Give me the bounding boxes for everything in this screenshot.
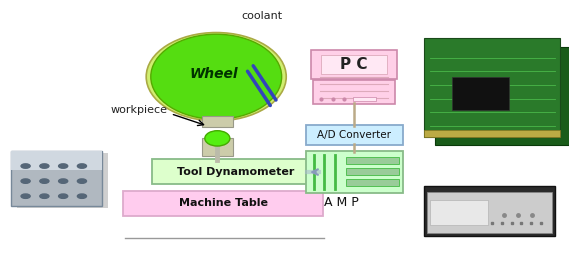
Circle shape — [77, 194, 86, 198]
Text: P C: P C — [340, 57, 368, 72]
Circle shape — [59, 164, 68, 168]
FancyBboxPatch shape — [346, 179, 399, 186]
FancyBboxPatch shape — [202, 116, 233, 127]
Circle shape — [59, 179, 68, 183]
Circle shape — [77, 179, 86, 183]
Text: A M P: A M P — [324, 196, 359, 209]
FancyBboxPatch shape — [346, 157, 399, 164]
FancyBboxPatch shape — [353, 97, 376, 101]
FancyBboxPatch shape — [152, 159, 320, 184]
FancyBboxPatch shape — [11, 151, 102, 170]
Circle shape — [21, 194, 30, 198]
Ellipse shape — [151, 34, 282, 119]
FancyBboxPatch shape — [306, 151, 403, 193]
FancyBboxPatch shape — [427, 192, 552, 233]
FancyBboxPatch shape — [311, 50, 397, 79]
FancyBboxPatch shape — [346, 168, 399, 175]
Ellipse shape — [205, 131, 230, 146]
Circle shape — [21, 179, 30, 183]
Text: coolant: coolant — [241, 12, 282, 21]
Circle shape — [77, 164, 86, 168]
FancyBboxPatch shape — [452, 77, 509, 110]
FancyBboxPatch shape — [430, 200, 488, 225]
FancyBboxPatch shape — [321, 55, 387, 74]
FancyBboxPatch shape — [202, 138, 233, 156]
Circle shape — [21, 164, 30, 168]
Text: workpiece: workpiece — [111, 105, 168, 115]
Circle shape — [40, 164, 49, 168]
Circle shape — [59, 194, 68, 198]
FancyBboxPatch shape — [17, 153, 108, 208]
FancyBboxPatch shape — [11, 151, 102, 206]
FancyBboxPatch shape — [123, 191, 323, 216]
Circle shape — [40, 179, 49, 183]
Circle shape — [40, 194, 49, 198]
Ellipse shape — [146, 33, 286, 121]
FancyBboxPatch shape — [424, 186, 555, 236]
Text: Machine Table: Machine Table — [179, 198, 268, 209]
Text: Wheel: Wheel — [189, 67, 238, 81]
FancyBboxPatch shape — [306, 125, 403, 145]
FancyBboxPatch shape — [313, 80, 395, 104]
Text: Tool Dynamometer: Tool Dynamometer — [178, 167, 295, 177]
FancyBboxPatch shape — [435, 47, 569, 145]
FancyBboxPatch shape — [424, 130, 560, 137]
Text: A/D Converter: A/D Converter — [317, 130, 391, 140]
FancyBboxPatch shape — [424, 38, 560, 137]
